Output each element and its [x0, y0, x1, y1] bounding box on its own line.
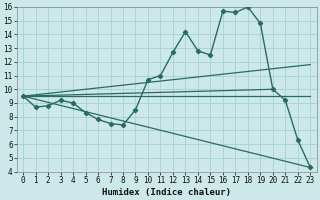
X-axis label: Humidex (Indice chaleur): Humidex (Indice chaleur) [102, 188, 231, 197]
